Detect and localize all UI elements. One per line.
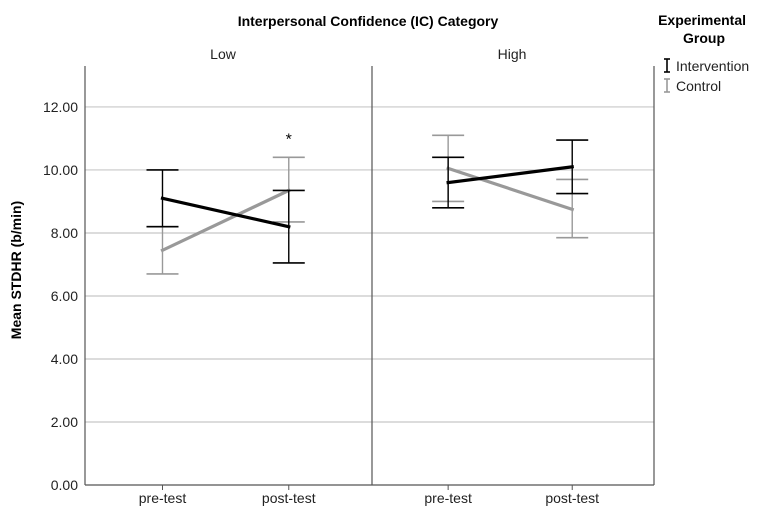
series-line-control (160, 188, 291, 253)
legend-items: Intervention Control (664, 58, 749, 94)
y-tick-label: 12.00 (43, 99, 78, 115)
y-tick-label: 8.00 (51, 225, 78, 241)
panel-label-high: High (498, 46, 527, 62)
series-line-intervention (446, 165, 575, 185)
series-line-intervention (160, 196, 291, 229)
x-tick-label: post-test (545, 490, 599, 506)
data-series: * (146, 131, 589, 275)
y-tick-labels: 0.00 2.00 4.00 6.00 8.00 10.00 12.00 (43, 99, 78, 493)
gridlines (85, 106, 654, 423)
legend-label: Control (676, 78, 721, 94)
legend-label: Intervention (676, 58, 749, 74)
y-tick-label: 0.00 (51, 477, 78, 493)
y-tick-label: 2.00 (51, 414, 78, 430)
x-tick-labels: pre-test post-test pre-test post-test (139, 485, 599, 506)
legend: Experimental Group Intervention Control (658, 12, 750, 94)
y-tick-label: 10.00 (43, 162, 78, 178)
legend-title: Experimental Group (658, 12, 750, 46)
y-axis-title: Mean STDHR (b/min) (8, 201, 24, 339)
legend-title-line-1: Experimental (658, 12, 746, 28)
legend-title-line-2: Group (683, 30, 725, 46)
legend-item-intervention: Intervention (664, 58, 749, 74)
x-tick-label: pre-test (139, 490, 187, 506)
plot-frame (84, 66, 655, 486)
x-tick-label: pre-test (424, 490, 472, 506)
x-tick-label: post-test (262, 490, 316, 506)
panel-labels: Low High (210, 46, 526, 62)
y-tick-label: 4.00 (51, 351, 78, 367)
significance-marker: * (286, 131, 292, 148)
legend-item-control: Control (664, 78, 721, 94)
chart-title: Interpersonal Confidence (IC) Category (238, 13, 499, 29)
panel-label-low: Low (210, 46, 237, 62)
series-line-control (446, 166, 575, 212)
y-tick-label: 6.00 (51, 288, 78, 304)
